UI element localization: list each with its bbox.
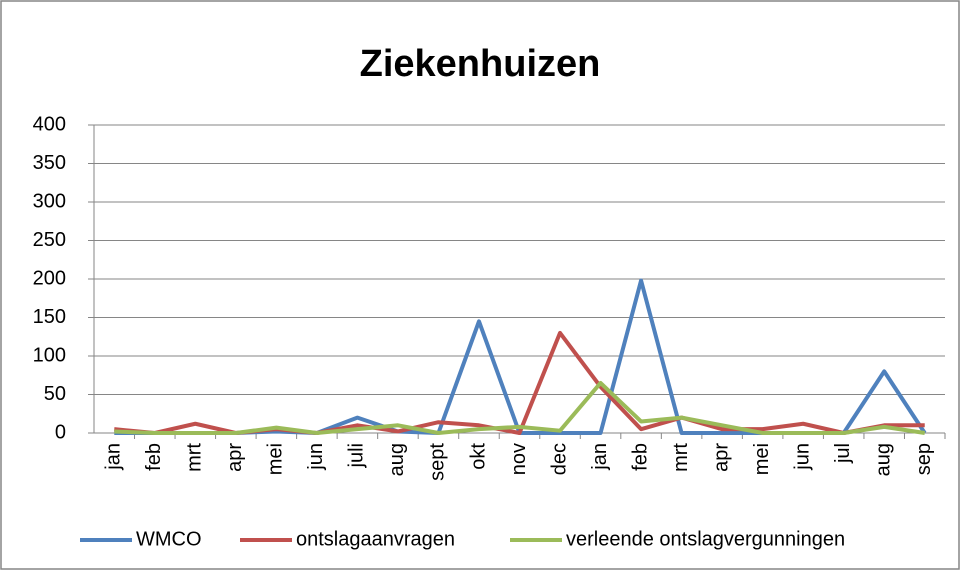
x-tick-label: okt bbox=[467, 443, 489, 470]
x-tick-label: feb bbox=[143, 443, 165, 471]
x-tick-label: aug bbox=[872, 443, 894, 476]
y-tick-label: 50 bbox=[44, 383, 66, 405]
x-tick-label: sep bbox=[913, 443, 935, 475]
x-tick-label: apr bbox=[710, 443, 732, 472]
x-tick-label: apr bbox=[224, 443, 246, 472]
y-tick-label: 400 bbox=[33, 113, 66, 135]
x-tick-label: jan bbox=[589, 443, 611, 471]
y-tick-label: 100 bbox=[33, 344, 66, 366]
x-tick-label: mrt bbox=[184, 443, 206, 472]
x-tick-label: dec bbox=[548, 443, 570, 475]
x-tick-label: feb bbox=[629, 443, 651, 471]
x-tick-label: jan bbox=[103, 443, 125, 471]
y-tick-label: 150 bbox=[33, 306, 66, 328]
series-line bbox=[114, 380, 926, 435]
y-tick-label: 200 bbox=[33, 267, 66, 289]
legend-label: verleende ontslagvergunningen bbox=[566, 528, 845, 550]
x-tick-label: sept bbox=[427, 443, 449, 481]
chart-title: Ziekenhuizen bbox=[360, 43, 601, 85]
x-tick-label: jul bbox=[832, 443, 854, 464]
legend-label: ontslagaanvragen bbox=[296, 528, 455, 550]
x-tick-label: jun bbox=[305, 443, 327, 471]
x-tick-label: mrt bbox=[670, 443, 692, 472]
x-tick-label: mei bbox=[751, 443, 773, 475]
y-tick-label: 250 bbox=[33, 229, 66, 251]
x-tick-label: jun bbox=[791, 443, 813, 471]
y-tick-label: 0 bbox=[55, 421, 66, 443]
y-tick-label: 300 bbox=[33, 190, 66, 212]
legend-label: WMCO bbox=[136, 528, 202, 550]
x-tick-label: nov bbox=[508, 443, 530, 475]
x-tick-label: mei bbox=[265, 443, 287, 475]
x-tick-label: juli bbox=[346, 443, 368, 468]
y-tick-label: 350 bbox=[33, 152, 66, 174]
x-tick-label: aug bbox=[386, 443, 408, 476]
